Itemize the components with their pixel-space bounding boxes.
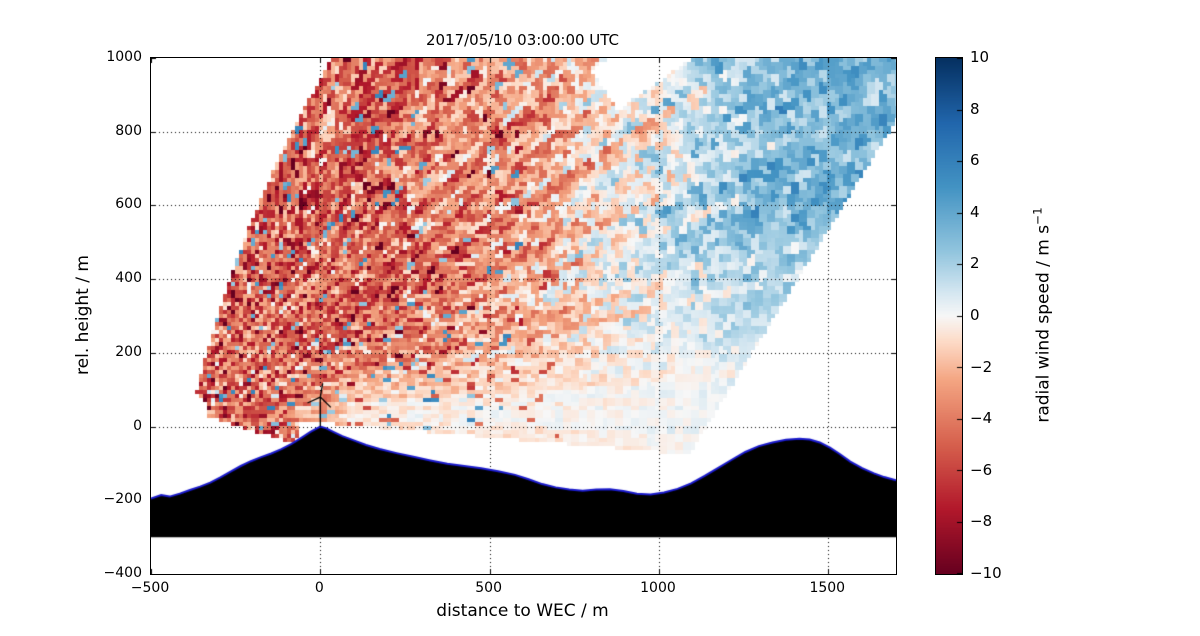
colorbar-tick-label: 0: [970, 306, 980, 324]
y-tick-label: 400: [115, 270, 142, 287]
x-tick-label: 0: [314, 580, 324, 596]
colorbar-label-text: radial wind speed / m s: [1033, 224, 1054, 423]
y-tick-label: 600: [115, 196, 142, 213]
y-axis-label: rel. height / m: [73, 255, 93, 375]
colorbar: [935, 57, 963, 575]
colorbar-tick-label: −6: [970, 460, 993, 479]
colorbar-tick-label: −8: [970, 512, 993, 531]
x-tick-label: −500: [130, 580, 170, 596]
x-axis-label: distance to WEC / m: [436, 601, 609, 621]
colorbar-tick-label: 8: [970, 99, 980, 118]
colorbar-tick-label: 10: [970, 48, 990, 66]
colorbar-tick-label: 6: [970, 151, 980, 170]
colorbar-label-superscript: −1: [1030, 207, 1045, 225]
y-tick-label: 800: [115, 122, 142, 139]
y-tick-label: 1000: [106, 49, 142, 65]
colorbar-tick-label: −4: [970, 409, 993, 428]
colorbar-gradient-canvas: [936, 58, 962, 574]
colorbar-tick-label: 4: [970, 202, 980, 221]
y-tick-label: 0: [133, 417, 142, 434]
colorbar-tick-label: −10: [970, 564, 1002, 582]
colorbar-tick-label: 2: [970, 254, 980, 273]
y-tick-label: −400: [103, 565, 142, 581]
x-tick-label: 1500: [809, 580, 846, 596]
y-tick-label: 200: [115, 343, 142, 360]
heatmap-canvas: [151, 58, 896, 574]
x-tick-label: 500: [475, 580, 502, 596]
plot-area: [150, 57, 897, 575]
x-tick-label: 1000: [640, 580, 676, 596]
plot-title: 2017/05/10 03:00:00 UTC: [425, 31, 620, 49]
colorbar-label: radial wind speed / m s−1: [1031, 207, 1054, 422]
y-tick-label: −200: [103, 491, 142, 508]
colorbar-tick-label: −2: [970, 357, 993, 376]
